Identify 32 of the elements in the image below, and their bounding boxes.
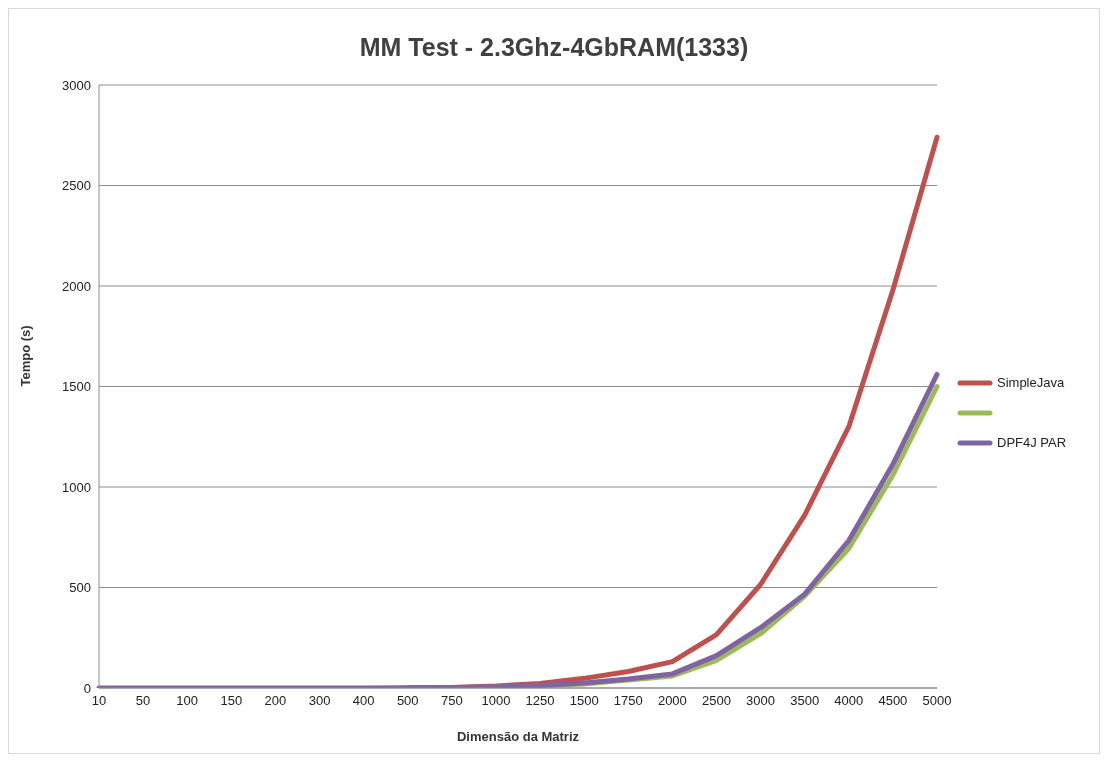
x-tick-label: 750 bbox=[440, 693, 463, 709]
x-tick-label: 10 bbox=[91, 693, 107, 709]
x-tick-label: 200 bbox=[264, 693, 287, 709]
x-tick-label: 3000 bbox=[746, 693, 776, 709]
y-tick-label: 2500 bbox=[62, 178, 91, 194]
x-tick-label: 1750 bbox=[613, 693, 643, 709]
legend-label: DPF4J PAR bbox=[997, 434, 1067, 452]
x-tick-label: 2500 bbox=[702, 693, 731, 709]
y-tick-label: 3000 bbox=[62, 77, 91, 93]
x-axis-title: Dimensão da Matriz bbox=[456, 729, 580, 744]
y-tick-label: 1000 bbox=[62, 479, 91, 495]
y-tick-label: 0 bbox=[83, 680, 91, 696]
y-tick-label: 2000 bbox=[62, 278, 91, 294]
x-tick-label: 1000 bbox=[481, 693, 511, 709]
x-tick-label: 500 bbox=[396, 693, 419, 709]
y-tick-label: 500 bbox=[69, 580, 91, 596]
x-tick-label: 2000 bbox=[657, 693, 687, 709]
x-tick-label: 5000 bbox=[922, 693, 952, 709]
legend-label: SimpleJava bbox=[997, 374, 1065, 392]
x-tick-label: 1500 bbox=[569, 693, 599, 709]
x-tick-label: 150 bbox=[220, 693, 243, 709]
x-tick-label: 300 bbox=[308, 693, 331, 709]
x-tick-label: 1250 bbox=[525, 693, 555, 709]
x-tick-label: 400 bbox=[352, 693, 375, 709]
x-tick-label: 50 bbox=[135, 693, 151, 709]
x-tick-label: 4000 bbox=[834, 693, 864, 709]
y-tick-label: 1500 bbox=[62, 379, 91, 395]
x-tick-label: 3500 bbox=[790, 693, 820, 709]
chart-title: MM Test - 2.3Ghz-4GbRAM(1333) bbox=[358, 33, 750, 63]
x-tick-label: 4500 bbox=[878, 693, 908, 709]
y-axis-title: Tempo (s) bbox=[17, 325, 33, 387]
x-tick-label: 100 bbox=[176, 693, 199, 709]
